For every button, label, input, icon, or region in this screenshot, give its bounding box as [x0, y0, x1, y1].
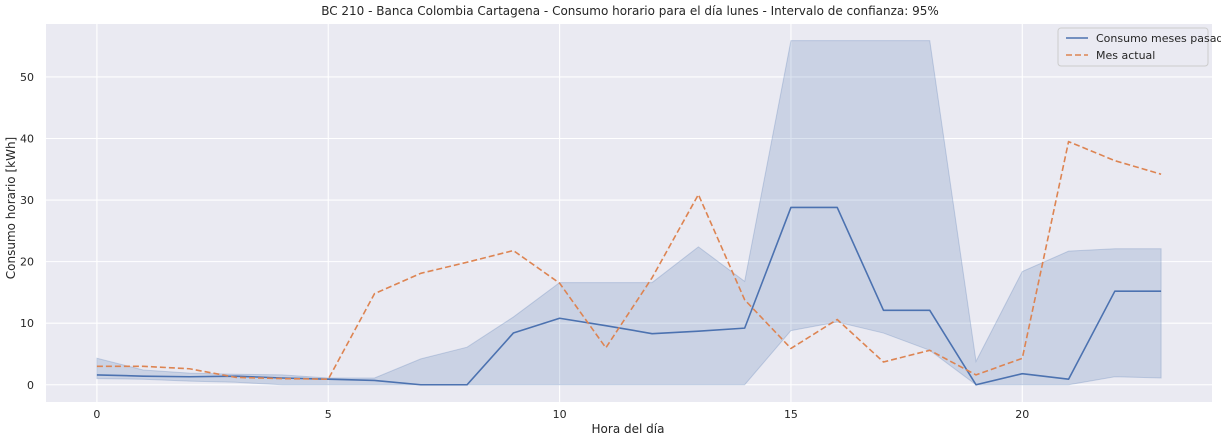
y-tick-label: 30 [20, 194, 34, 207]
x-tick-label: 0 [93, 408, 100, 421]
y-tick-label: 20 [20, 256, 34, 269]
chart-title: BC 210 - Banca Colombia Cartagena - Cons… [321, 4, 939, 18]
x-tick-label: 20 [1015, 408, 1029, 421]
y-tick-label: 10 [20, 317, 34, 330]
y-tick-label: 50 [20, 71, 34, 84]
legend-label: Consumo meses pasados [1096, 32, 1221, 45]
x-tick-label: 5 [325, 408, 332, 421]
x-axis-ticks: 0 5 10 15 20 [93, 408, 1029, 421]
y-axis-label: Consumo horario [kWh] [4, 137, 18, 279]
y-tick-label: 0 [27, 379, 34, 392]
legend-label: Mes actual [1096, 49, 1155, 62]
y-axis-ticks: 0 10 20 30 40 50 [20, 71, 34, 392]
x-tick-label: 10 [553, 408, 567, 421]
x-tick-label: 15 [784, 408, 798, 421]
y-tick-label: 40 [20, 133, 34, 146]
x-axis-label: Hora del día [592, 422, 665, 436]
legend: Consumo meses pasados Mes actual [1058, 28, 1221, 66]
